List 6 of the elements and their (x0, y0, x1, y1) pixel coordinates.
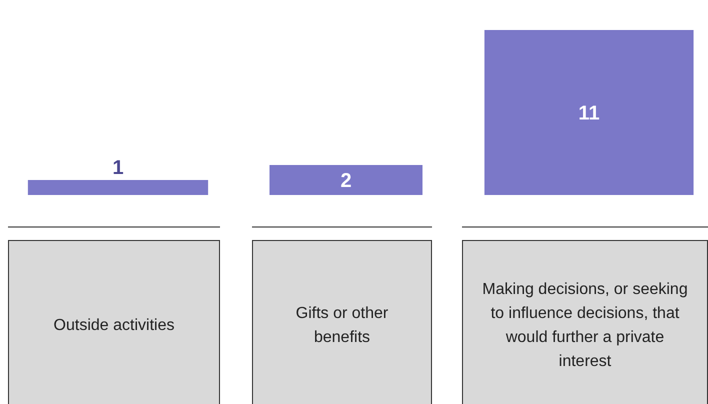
data-label: 11 (578, 102, 600, 124)
x-tick-label: Outside activities (54, 317, 174, 334)
x-tick-label: Making decisions, or seeking to influence decisions, that would further a private interest (482, 281, 688, 370)
data-label: 1 (112, 157, 124, 179)
data-label: 2 (340, 170, 352, 192)
x-tick-label: Gifts or other benefits (296, 305, 389, 346)
